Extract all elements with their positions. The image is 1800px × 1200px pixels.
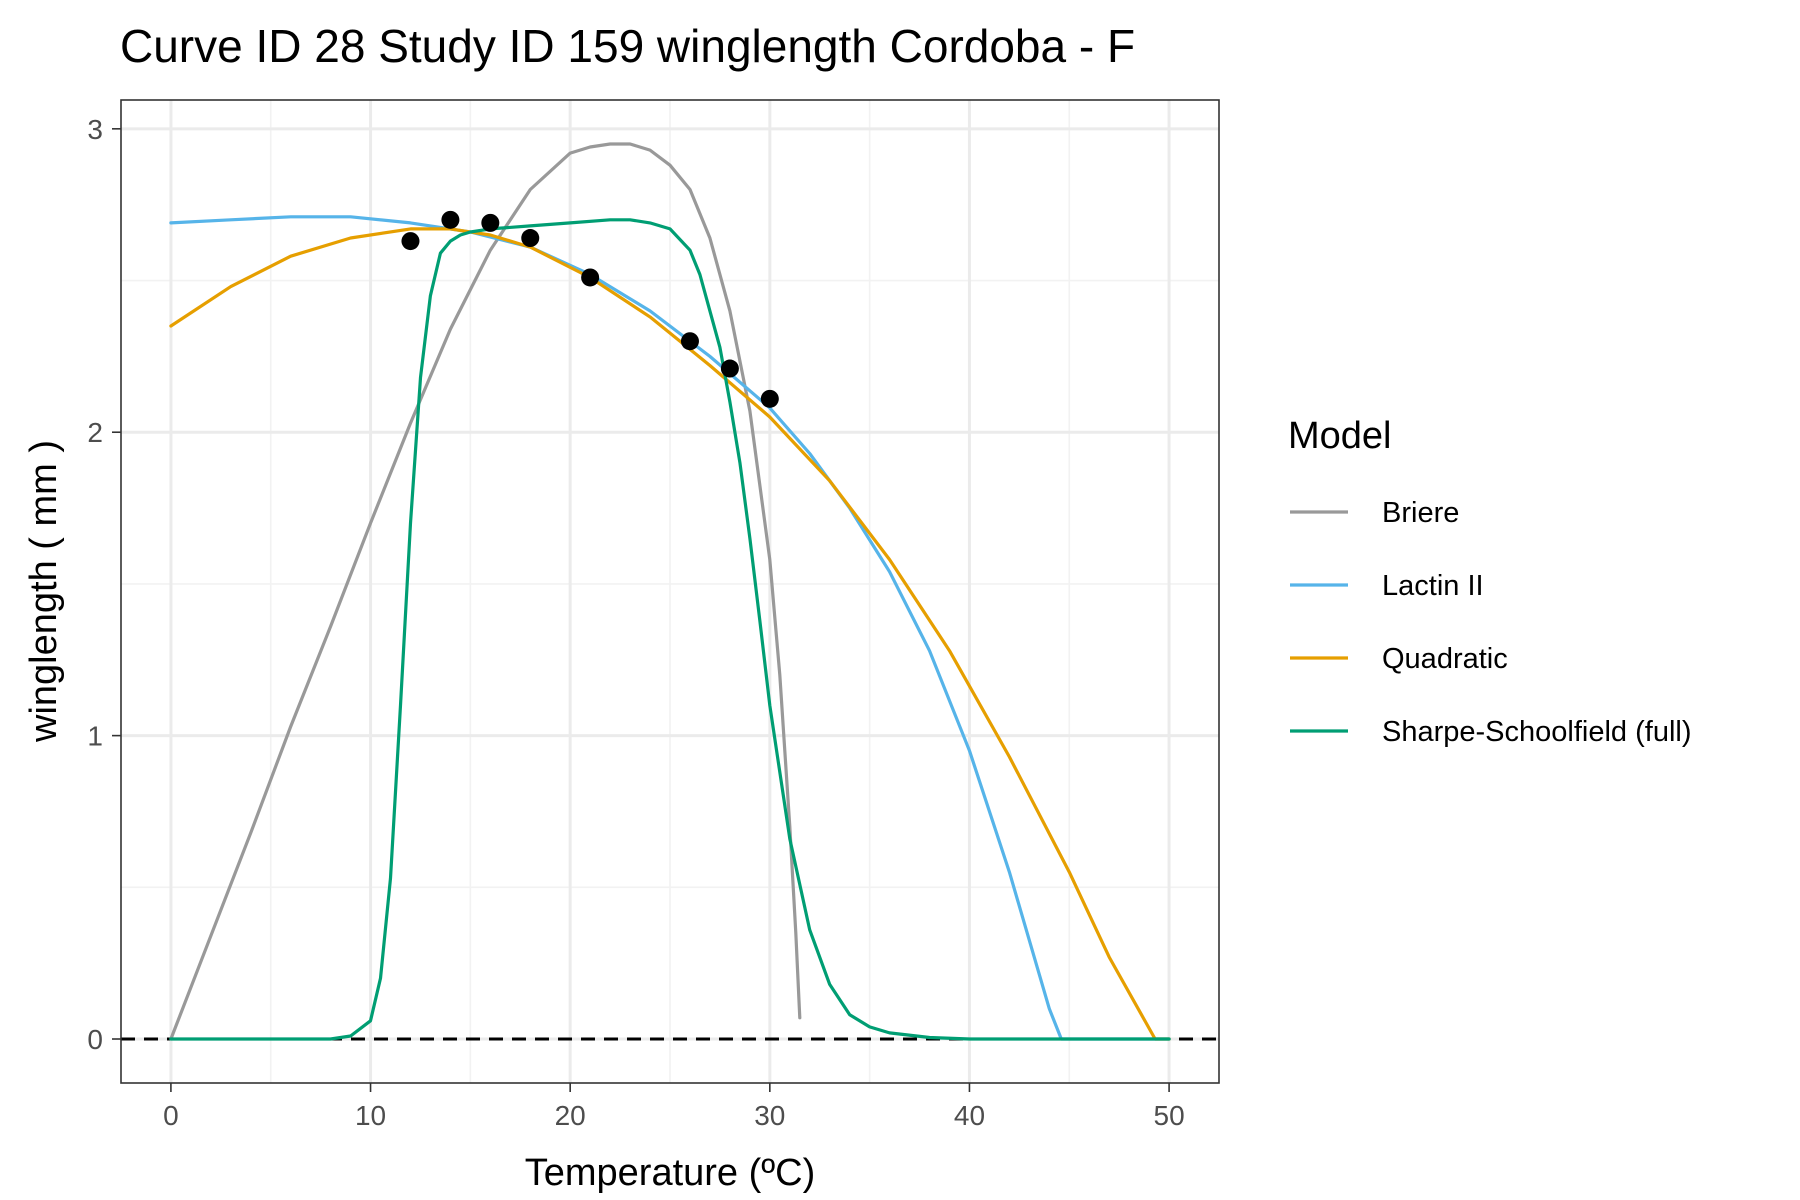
- x-tick-label: 20: [555, 1100, 586, 1131]
- legend-label: Briere: [1382, 497, 1459, 529]
- data-point: [441, 210, 460, 229]
- grid-minor: [121, 100, 1219, 1083]
- data-point: [581, 268, 600, 287]
- series-line-sharpe-schoolfield-full: [169, 218, 1171, 1041]
- series-line-lactin-ii: [169, 215, 1171, 1041]
- legend-title: Model: [1288, 415, 1392, 457]
- x-axis: 0 10 20 30 40 50: [163, 1083, 1185, 1131]
- grid-major: [121, 100, 1219, 1083]
- y-tick-label: 1: [87, 721, 103, 752]
- y-axis: 0 1 2 3: [87, 114, 121, 1055]
- data-point: [481, 213, 500, 232]
- x-tick-label: 10: [355, 1100, 386, 1131]
- data-point: [720, 359, 739, 378]
- data-point: [521, 229, 540, 248]
- x-tick-label: 0: [163, 1100, 179, 1131]
- x-tick-label: 40: [954, 1100, 985, 1131]
- data-points: [401, 210, 779, 408]
- y-tick-label: 3: [87, 114, 103, 145]
- legend-label: Sharpe-Schoolfield (full): [1382, 716, 1691, 748]
- data-point: [680, 332, 699, 351]
- y-tick-label: 2: [87, 417, 103, 448]
- y-tick-label: 0: [87, 1024, 103, 1055]
- legend-label: Quadratic: [1382, 643, 1508, 675]
- x-tick-label: 50: [1154, 1100, 1185, 1131]
- plot-panel: [120, 99, 1220, 1084]
- x-tick-label: 30: [754, 1100, 785, 1131]
- x-axis-title: Temperature (ºC): [525, 1152, 816, 1194]
- series-lines: [169, 142, 1171, 1041]
- legend-label: Lactin II: [1382, 570, 1484, 602]
- legend-entries: Briere Lactin II Quadratic Sharpe-Schoolfie…: [1290, 497, 1691, 748]
- series-line-quadratic: [169, 227, 1171, 1041]
- chart-title: Curve ID 28 Study ID 159 winglength Cord…: [120, 20, 1135, 72]
- data-point: [401, 232, 420, 251]
- y-axis-title: winglength ( mm ): [23, 440, 65, 743]
- data-point: [760, 389, 779, 408]
- legend: Model Briere Lactin II Quadratic Sharpe-Sch…: [1288, 415, 1691, 748]
- plot-border: [120, 99, 1220, 1084]
- series-line-briere: [169, 142, 802, 1041]
